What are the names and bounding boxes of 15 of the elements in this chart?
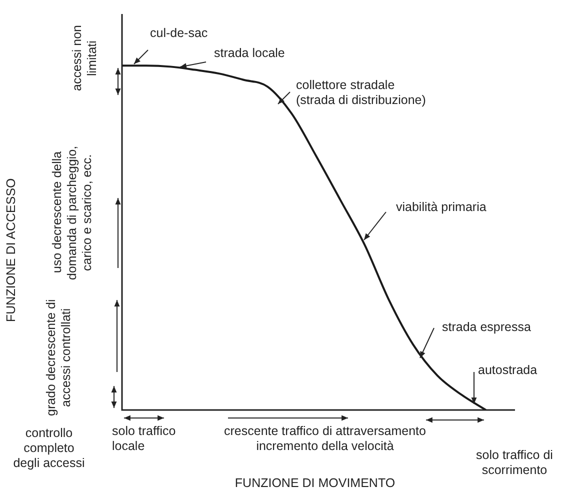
annotation: strada espressa <box>442 320 531 335</box>
annotation: collettore stradale (strada di distribuzione) <box>296 78 426 108</box>
text: grado decrescente di accessi controllati <box>44 298 74 418</box>
text: cul-de-sac <box>150 26 208 41</box>
text: controllo completo degli accessi <box>12 426 86 471</box>
text: crescente traffico di attraversamento incremento della velocità <box>223 424 427 454</box>
text: solo traffico di scorrimento <box>475 448 554 478</box>
text: uso decrescente della domanda di parcheggio, carico e scarico, ecc. <box>50 145 94 280</box>
annotation: autostrada <box>478 363 538 378</box>
text: solo traffico locale <box>112 424 176 454</box>
annotation: viabilità primaria <box>396 200 486 215</box>
text: FUNZIONE DI MOVIMENTO <box>234 476 396 491</box>
text: strada locale <box>214 46 285 61</box>
text: FUNZIONE DI ACCESSO <box>4 177 19 324</box>
text: accessi non limitati <box>70 24 100 94</box>
